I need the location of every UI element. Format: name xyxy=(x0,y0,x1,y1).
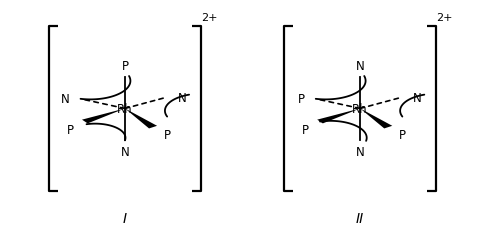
Text: N: N xyxy=(356,146,365,159)
Text: II: II xyxy=(356,211,364,225)
Polygon shape xyxy=(317,109,360,124)
Text: P: P xyxy=(164,129,171,142)
Text: N: N xyxy=(356,59,365,72)
Text: N: N xyxy=(414,91,422,104)
Text: P: P xyxy=(67,123,74,136)
Text: 2+: 2+ xyxy=(436,13,453,23)
Text: Rh: Rh xyxy=(352,102,368,116)
Text: Rh: Rh xyxy=(117,102,133,116)
Text: N: N xyxy=(121,146,129,159)
Text: N: N xyxy=(178,91,187,104)
Text: P: P xyxy=(122,59,128,72)
Text: P: P xyxy=(298,93,305,106)
Text: P: P xyxy=(399,129,406,142)
Polygon shape xyxy=(360,109,392,129)
Polygon shape xyxy=(82,109,125,124)
Polygon shape xyxy=(125,109,157,129)
Text: N: N xyxy=(61,93,70,106)
Text: P: P xyxy=(302,123,309,136)
Text: 2+: 2+ xyxy=(201,13,218,23)
Text: I: I xyxy=(123,211,127,225)
